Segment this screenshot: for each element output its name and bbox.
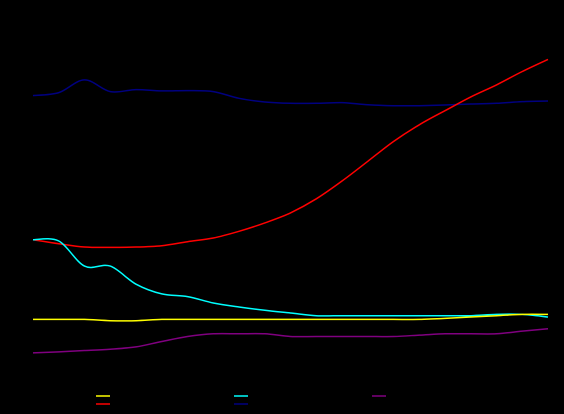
series-line-5 [32,328,549,354]
series-line-2 [32,58,549,249]
series-line-1 [32,79,549,107]
legend [96,395,386,405]
series-line-4 [33,313,549,322]
plot-area [32,58,549,354]
series-line-3 [32,237,549,318]
